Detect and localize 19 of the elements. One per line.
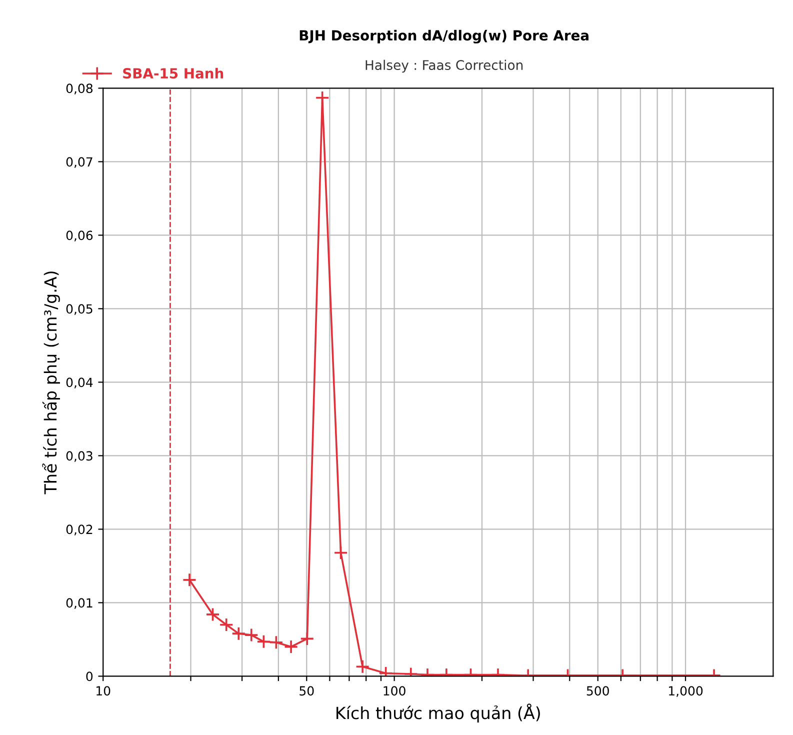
x-axis-title: Kích thước mao quản (Å) xyxy=(336,704,540,723)
y-tick-label: 0,05 xyxy=(66,304,92,315)
x-tick-label: 100 xyxy=(384,686,406,696)
y-tick-label: 0 xyxy=(86,672,93,682)
chart-title: BJH Desorption dA/dlog(w) Pore Area xyxy=(300,30,588,44)
y-tick-label: 0,02 xyxy=(66,524,92,536)
y-tick-label: 0,08 xyxy=(66,84,93,94)
y-tick-label: 0,01 xyxy=(66,598,92,609)
y-axis-title: Thể tích hấp phụ (cm³/g.A) xyxy=(42,272,60,494)
legend-label: SBA-15 Hanh xyxy=(123,68,224,79)
x-tick-label: 500 xyxy=(586,686,609,696)
x-tick-label: 10 xyxy=(96,686,110,696)
x-tick-label: 50 xyxy=(300,686,314,696)
y-tick-label: 0,03 xyxy=(66,451,92,462)
chart-subtitle: Halsey : Faas Correction xyxy=(366,60,523,73)
y-tick-label: 0,04 xyxy=(66,378,93,388)
x-tick-label: 1,000 xyxy=(668,686,703,697)
y-tick-label: 0,07 xyxy=(66,157,92,168)
y-tick-label: 0,06 xyxy=(66,230,93,242)
